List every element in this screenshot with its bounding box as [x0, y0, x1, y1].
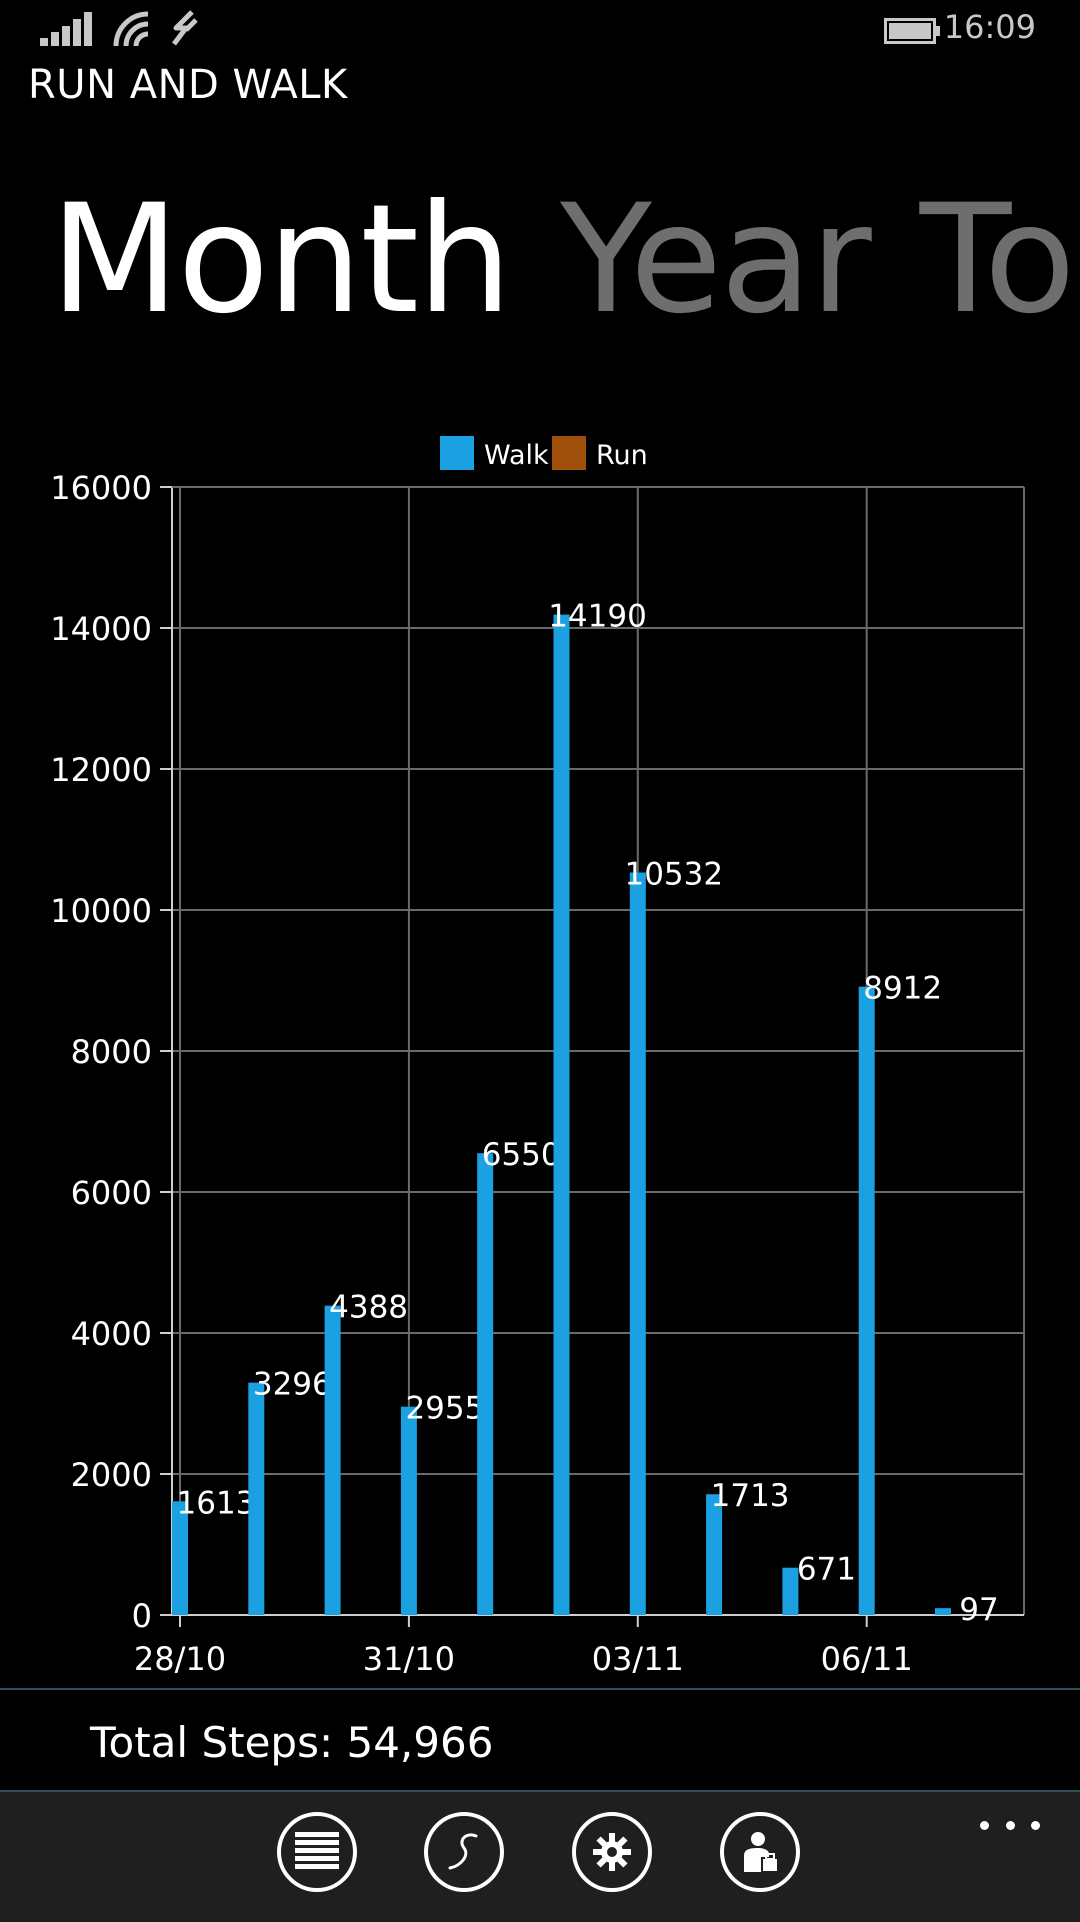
data-label: 97 [959, 1592, 998, 1628]
legend-swatch-walk [440, 436, 474, 470]
legend-swatch-run [552, 436, 586, 470]
x-tick-label: 03/11 [592, 1640, 684, 1678]
data-label: 4388 [329, 1290, 408, 1326]
status-time: 16:09 [943, 8, 1036, 46]
bar-walk [172, 1501, 188, 1615]
wifi-icon [113, 11, 149, 47]
x-tick-label: 31/10 [363, 1640, 455, 1678]
battery-icon [884, 18, 940, 44]
signal-icon [40, 12, 92, 46]
y-tick-label: 4000 [71, 1315, 152, 1353]
y-tick-label: 12000 [50, 751, 152, 789]
data-label: 671 [797, 1552, 856, 1588]
data-sense-icon [172, 10, 198, 46]
data-label: 10532 [624, 856, 723, 892]
bar-chart: 0 2000 4000 6000 8000 10000 12000 14000 16000 28/… [50, 436, 1025, 1678]
y-tick-label: 2000 [71, 1456, 152, 1494]
legend-label-run: Run [596, 440, 648, 471]
profile-icon [744, 1832, 779, 1873]
more-button[interactable] [980, 1810, 1040, 1840]
y-tick-label: 14000 [50, 610, 152, 648]
data-label: 1713 [711, 1478, 790, 1514]
more-dot [980, 1820, 989, 1830]
y-tick-label: 0 [132, 1597, 152, 1635]
route-icon [448, 1833, 478, 1870]
settings-icon [593, 1833, 631, 1871]
app-bar [0, 1790, 1080, 1922]
status-bar: 16:09 [0, 0, 1080, 60]
settings-button[interactable] [572, 1812, 652, 1892]
y-tick-label: 6000 [71, 1174, 152, 1212]
bar-walk [553, 614, 570, 1615]
bar-walk [629, 872, 646, 1615]
data-label: 3296 [253, 1367, 332, 1403]
list-icon [295, 1832, 339, 1869]
total-steps: Total Steps: 54,966 [90, 1718, 493, 1767]
data-label: 1613 [177, 1485, 256, 1521]
profile-button[interactable] [720, 1812, 800, 1892]
x-tick-label: 28/10 [134, 1640, 226, 1678]
bar-walk [858, 986, 875, 1615]
bar-walk [706, 1494, 723, 1615]
pivot-header: Month Year To [50, 170, 1080, 350]
y-tick-label: 16000 [50, 469, 152, 507]
y-tick-label: 8000 [71, 1033, 152, 1071]
bar-walk [935, 1608, 951, 1615]
bar-walk [324, 1305, 341, 1615]
legend-label-walk: Walk [484, 440, 549, 471]
bar-walk [782, 1567, 799, 1615]
total-steps-value: 54,966 [346, 1718, 494, 1767]
bar-walk [477, 1153, 494, 1615]
more-dot [1005, 1820, 1015, 1830]
data-label: 14190 [548, 599, 647, 635]
y-tick-label: 10000 [50, 892, 152, 930]
pivot-item-month[interactable]: Month [50, 173, 512, 347]
pivot-item-total[interactable]: To [919, 173, 1076, 347]
bar-walk [248, 1382, 265, 1615]
data-label: 6550 [482, 1137, 561, 1173]
more-dot [1031, 1820, 1040, 1830]
list-button[interactable] [277, 1812, 357, 1892]
steps-chart: 0 2000 4000 6000 8000 10000 12000 14000 16000 28/… [0, 420, 1080, 1680]
bar-walk [400, 1406, 417, 1615]
route-button[interactable] [424, 1812, 504, 1892]
x-tick-label: 06/11 [821, 1640, 913, 1678]
data-label: 8912 [863, 971, 942, 1007]
divider [0, 1688, 1080, 1690]
total-steps-label: Total Steps: [90, 1718, 334, 1767]
data-label: 2955 [405, 1391, 484, 1427]
pivot-item-year[interactable]: Year [560, 173, 872, 347]
app-title: RUN AND WALK [28, 62, 348, 108]
